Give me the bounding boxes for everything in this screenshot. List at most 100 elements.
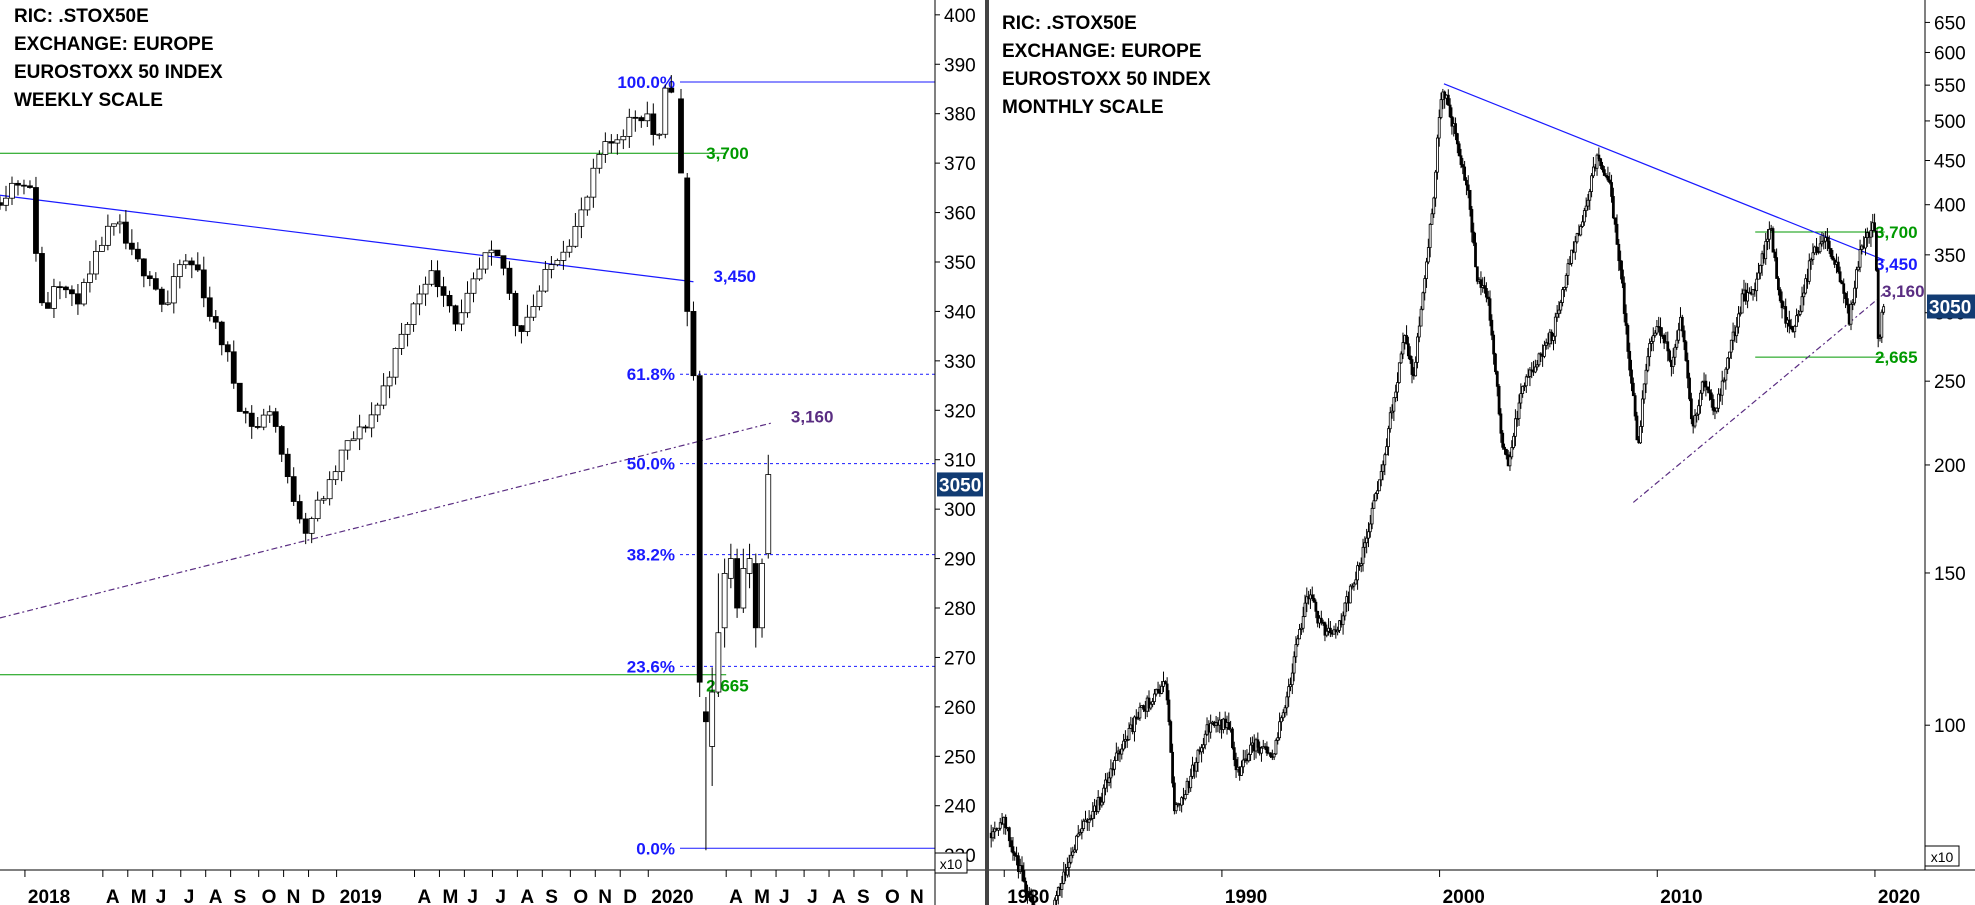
candle-body xyxy=(1290,672,1294,686)
candle xyxy=(1646,347,1650,373)
candle xyxy=(1314,599,1318,619)
candle-body xyxy=(1579,226,1583,236)
candle xyxy=(548,256,555,279)
candle xyxy=(500,255,507,276)
weekly-y-axis: 400 390 380 370 360 350 340 330 320 310 300 290 280 2… xyxy=(935,6,983,867)
candle-body xyxy=(1031,894,1035,905)
candle-body xyxy=(650,113,657,135)
candle-body xyxy=(1348,585,1352,604)
candle xyxy=(1240,760,1243,776)
candle-body xyxy=(1775,257,1779,279)
candle-body xyxy=(1778,289,1782,302)
candle-body xyxy=(1767,228,1771,240)
candle xyxy=(1388,406,1392,433)
candle xyxy=(1466,175,1470,199)
candle-body xyxy=(1755,278,1759,292)
candle xyxy=(398,322,405,355)
candle xyxy=(1196,748,1200,773)
candle xyxy=(512,290,519,337)
candle xyxy=(188,257,195,279)
x-tick-label: 1990 xyxy=(1225,887,1267,905)
candle-body xyxy=(644,113,651,122)
candle xyxy=(1760,250,1764,276)
candle xyxy=(1078,829,1082,836)
candle xyxy=(1274,738,1278,755)
candle-body xyxy=(1693,415,1697,427)
candle-body xyxy=(1524,376,1528,387)
candle-body xyxy=(1586,199,1590,207)
candle-body xyxy=(1283,707,1287,714)
candle-body xyxy=(1368,523,1372,533)
candle xyxy=(1557,301,1561,319)
candle-body xyxy=(1777,278,1780,291)
candle xyxy=(230,340,237,389)
candle xyxy=(1622,276,1626,323)
x-tick-label: S xyxy=(234,887,247,905)
fib-label: 61.8% xyxy=(627,365,675,384)
candle xyxy=(1153,688,1156,705)
candle-body xyxy=(1136,717,1140,720)
candle xyxy=(1552,333,1555,351)
candle xyxy=(302,512,309,545)
candle xyxy=(1771,226,1775,253)
candle-body xyxy=(1354,579,1358,585)
candle-body xyxy=(1421,292,1425,310)
candle-body xyxy=(1849,303,1853,325)
level-label: 3,700 xyxy=(706,144,749,163)
candle xyxy=(27,180,33,189)
candle xyxy=(1492,330,1496,365)
candle-body xyxy=(1802,292,1806,298)
y-tick-label: 320 xyxy=(944,401,976,422)
x-tick-label: O xyxy=(573,887,588,905)
candle-body xyxy=(1869,230,1873,238)
candle-body xyxy=(0,202,3,206)
candle-body xyxy=(1316,610,1320,624)
candle-body xyxy=(678,98,684,174)
candle-body xyxy=(1735,326,1739,337)
candle-body xyxy=(512,292,519,327)
candle-body xyxy=(1666,341,1670,352)
candle xyxy=(152,272,159,291)
candle xyxy=(542,260,549,293)
candle xyxy=(506,261,513,300)
candle-body xyxy=(1784,306,1788,324)
x-tick-label: J xyxy=(495,887,506,905)
candle xyxy=(1635,411,1639,441)
candle-body xyxy=(1800,296,1804,312)
candle xyxy=(1512,432,1515,450)
candle-body xyxy=(350,438,357,442)
candle-body xyxy=(1113,760,1116,770)
candle-body xyxy=(57,286,63,289)
candle xyxy=(1878,334,1882,342)
candle-body xyxy=(176,264,183,278)
y-tick-label: 250 xyxy=(944,747,976,768)
candle-body xyxy=(1323,622,1327,636)
candle xyxy=(1845,291,1849,314)
candle xyxy=(1062,862,1066,885)
candle xyxy=(1537,352,1541,367)
candle xyxy=(1348,584,1352,604)
candle-body xyxy=(656,133,663,136)
candle-body xyxy=(1757,272,1760,280)
candle xyxy=(662,84,669,139)
monthly-levels: 3,700 2,665 xyxy=(1755,223,1918,367)
candle xyxy=(1183,790,1187,801)
candle xyxy=(1508,451,1512,471)
candle xyxy=(1882,303,1886,315)
candle xyxy=(1022,862,1026,883)
candle xyxy=(356,414,363,451)
x-tick-label: 2000 xyxy=(1443,887,1485,905)
candle-body xyxy=(1590,175,1593,192)
candle-body xyxy=(1880,311,1884,338)
candle-body xyxy=(1463,166,1467,181)
candle xyxy=(494,249,501,257)
candle xyxy=(1581,215,1584,228)
candle-body xyxy=(1760,253,1764,266)
candle xyxy=(1390,404,1394,419)
candle xyxy=(1630,359,1633,392)
candle-body xyxy=(1241,759,1245,768)
candle-body xyxy=(1630,369,1633,384)
candle xyxy=(1873,213,1876,232)
candle xyxy=(9,176,15,205)
